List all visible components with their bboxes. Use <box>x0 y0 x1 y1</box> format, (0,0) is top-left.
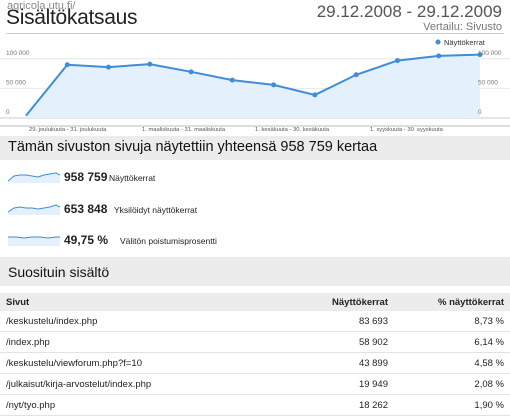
metric-value: 49,75 % <box>64 233 109 247</box>
percent-cell: 6,14 % <box>394 331 510 353</box>
metric-label: Näyttökerrat <box>109 173 156 183</box>
x-tick-label: 1. syyskuuta - 30. syyskuuta <box>370 127 444 133</box>
legend-label: Näyttökerrat <box>444 38 486 47</box>
site-url[interactable]: agricola.utu.fi/ <box>7 0 76 12</box>
top-content-header: Suosituin sisältö <box>0 257 510 286</box>
table-row[interactable]: /keskustelu/index.php 83 693 8,73 % <box>0 311 510 332</box>
column-header-pageviews[interactable]: Näyttökerrat <box>272 293 394 311</box>
metric-label: Välitön poistumisprosentti <box>120 236 217 246</box>
pageviews-cell: 18 262 <box>272 394 394 416</box>
x-tick-label: 1. maaliskuuta - 31. maaliskuuta <box>142 127 226 133</box>
table-row[interactable]: /index.php 58 902 6,14 % <box>0 331 510 353</box>
pageviews-cell: 83 693 <box>272 311 394 332</box>
sparkline-icon <box>8 236 60 246</box>
data-point[interactable] <box>394 58 400 64</box>
page-link[interactable]: /keskustelu/index.php <box>0 311 272 332</box>
y-tick-label: 100 000 <box>6 50 30 57</box>
data-point[interactable] <box>229 77 235 83</box>
data-point[interactable] <box>147 61 153 67</box>
page-link[interactable]: /nyt/tyo.php <box>0 394 272 416</box>
top-content-title: Suosituin sisältö <box>8 264 110 280</box>
data-point[interactable] <box>312 92 318 98</box>
summary-header: Tämän sivuston sivuja näytettiin yhteens… <box>0 136 510 160</box>
data-point[interactable] <box>106 64 112 70</box>
data-point[interactable] <box>188 69 194 75</box>
metric-label: Yksilöidyt näyttökerrat <box>114 205 198 215</box>
metric-value: 958 759 <box>64 170 108 184</box>
chart-legend[interactable]: Näyttökerrat <box>435 38 486 47</box>
percent-cell: 8,73 % <box>394 311 510 332</box>
page-link[interactable]: /index.php <box>0 331 272 353</box>
table-row[interactable]: /julkaisut/kirja-arvostelut/index.php 19… <box>0 373 510 395</box>
page-link[interactable]: /julkaisut/kirja-arvostelut/index.php <box>0 373 272 395</box>
data-point[interactable] <box>436 53 442 59</box>
comparison-label: Vertailu: Sivusto <box>423 21 502 33</box>
y-tick-label: 50 000 <box>478 79 498 86</box>
x-tick-label: 1. kesäkuuta - 30. kesäkuuta <box>255 127 330 133</box>
legend-marker-icon <box>435 39 441 45</box>
y-tick-label: 50 000 <box>6 79 26 86</box>
page-link[interactable]: /keskustelu/viewforum.php?f=10 <box>0 352 272 374</box>
x-tick-label: 29. joulukuuta - 31. joulukuuta <box>29 127 107 133</box>
data-point[interactable] <box>353 72 359 78</box>
title-divider <box>6 33 504 34</box>
pageviews-cell: 43 899 <box>272 352 394 374</box>
series-line <box>25 53 481 117</box>
pageviews-cell: 19 949 <box>272 373 394 395</box>
table-header-row: Sivut Näyttökerrat % näyttökerrat <box>0 293 510 311</box>
y-tick-label: 0 <box>6 109 10 116</box>
metric-value: 653 848 <box>64 202 108 216</box>
percent-cell: 4,58 % <box>394 352 510 374</box>
date-range[interactable]: 29.12.2008 - 29.12.2009 <box>316 2 502 21</box>
data-point[interactable] <box>271 82 277 88</box>
sparkline-icon <box>8 172 60 183</box>
percent-cell: 1,90 % <box>394 394 510 416</box>
table-row[interactable]: /nyt/tyo.php 18 262 1,90 % <box>0 394 510 416</box>
y-tick-label: 100 000 <box>478 50 502 57</box>
summary-title: Tämän sivuston sivuja näytettiin yhteens… <box>8 139 378 155</box>
pageviews-cell: 58 902 <box>272 331 394 353</box>
top-content-table: Sivut Näyttökerrat % näyttökerrat /kesku… <box>0 293 510 416</box>
sparkline-icon <box>8 204 60 215</box>
pageviews-line-chart[interactable]: 100 000 100 000 50 000 50 000 0 0 29. jouluku… <box>0 36 510 134</box>
percent-cell: 2,08 % <box>394 373 510 395</box>
series-area <box>26 54 480 118</box>
table-row[interactable]: /keskustelu/viewforum.php?f=10 43 899 4,… <box>0 352 510 374</box>
page-title: Sisältökatsaus <box>6 6 138 29</box>
y-tick-label: 0 <box>478 109 482 116</box>
column-header-percent[interactable]: % näyttökerrat <box>394 293 510 311</box>
data-point[interactable] <box>64 62 70 68</box>
data-point[interactable] <box>477 52 483 58</box>
column-header-pages[interactable]: Sivut <box>0 293 272 311</box>
